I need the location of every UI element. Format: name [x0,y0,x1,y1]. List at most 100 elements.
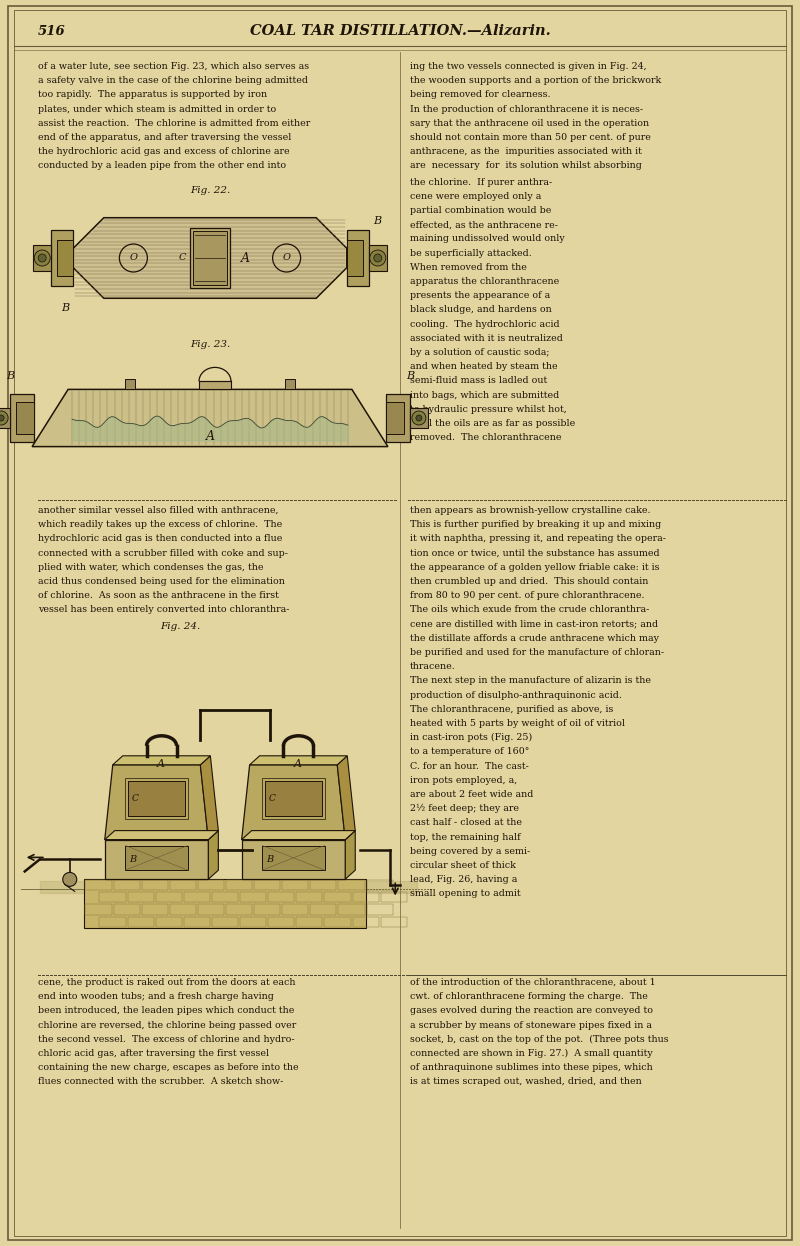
Bar [126,846,188,870]
Text: C. for an hour.  The cast-: C. for an hour. The cast- [410,761,529,770]
Text: 516: 516 [38,25,66,37]
Polygon shape [338,756,355,840]
Text: the distillate affords a crude anthracene which may: the distillate affords a crude anthracen… [410,634,659,643]
Bar [282,905,308,915]
Text: ing the two vessels connected is given in Fig. 24,: ing the two vessels connected is given i… [410,62,646,71]
Bar [262,779,325,819]
Text: gases evolved during the reaction are conveyed to: gases evolved during the reaction are co… [410,1007,653,1015]
Text: C: C [269,794,276,802]
Text: is at times scraped out, washed, dried, and then: is at times scraped out, washed, dried, … [410,1078,642,1087]
Text: B: B [6,371,14,381]
Bar [381,892,406,902]
Text: a safety valve in the case of the chlorine being admitted: a safety valve in the case of the chlori… [38,76,308,85]
Text: been introduced, the leaden pipes which conduct the: been introduced, the leaden pipes which … [38,1007,294,1015]
Polygon shape [200,756,218,840]
Circle shape [34,250,50,265]
Text: cooling.  The hydrochloric acid: cooling. The hydrochloric acid [410,320,560,329]
Text: COAL TAR DISTILLATION.—Alizarin.: COAL TAR DISTILLATION.—Alizarin. [250,24,550,37]
Text: in cast-iron pots (Fig. 25): in cast-iron pots (Fig. 25) [410,733,532,743]
Bar [99,892,126,902]
Text: the hydrochloric acid gas and excess of chlorine are: the hydrochloric acid gas and excess of … [38,147,290,156]
Text: cast half - closed at the: cast half - closed at the [410,819,522,827]
Text: then crumbled up and dried.  This should contain: then crumbled up and dried. This should … [410,577,648,586]
Bar [381,917,406,927]
Text: vessel has been entirely converted into chloranthra-: vessel has been entirely converted into … [38,606,290,614]
Bar [282,880,308,891]
Text: of anthraquinone sublimes into these pipes, which: of anthraquinone sublimes into these pip… [410,1063,653,1073]
Text: be superficially attacked.: be superficially attacked. [410,249,532,258]
Text: associated with it is neutralized: associated with it is neutralized [410,334,563,343]
Text: Fig. 22.: Fig. 22. [190,186,230,196]
Bar [99,917,126,927]
Text: end into wooden tubs; and a fresh charge having: end into wooden tubs; and a fresh charge… [38,992,274,1002]
Bar [125,379,135,390]
Bar [338,880,365,891]
Text: of chlorine.  As soon as the anthracene in the first: of chlorine. As soon as the anthracene i… [38,591,279,601]
Text: hydrochloric acid gas is then conducted into a flue: hydrochloric acid gas is then conducted … [38,535,282,543]
Text: A: A [241,252,250,264]
Bar [346,240,362,277]
Text: the chlorine.  If purer anthra-: the chlorine. If purer anthra- [410,178,552,187]
Text: small opening to admit: small opening to admit [410,890,521,898]
Text: B: B [373,216,381,226]
Text: C: C [132,794,139,802]
Text: A: A [294,759,302,769]
Text: of the introduction of the chloranthracene, about 1: of the introduction of the chloranthrace… [410,978,656,987]
Bar [212,892,238,902]
Text: Fig. 23.: Fig. 23. [190,340,230,349]
Bar [254,880,280,891]
Text: into bags, which are submitted: into bags, which are submitted [410,390,559,400]
Text: The oils which exude from the crude chloranthra-: The oils which exude from the crude chlo… [410,606,650,614]
Polygon shape [105,765,208,840]
Bar [51,231,74,287]
Bar [86,905,111,915]
Bar [268,917,294,927]
Bar [193,231,227,285]
Text: B: B [406,371,414,381]
Bar [386,402,404,434]
Text: chloric acid gas, after traversing the first vessel: chloric acid gas, after traversing the f… [38,1049,269,1058]
Circle shape [38,254,46,262]
Circle shape [0,415,4,421]
Bar [114,905,140,915]
Text: chlorine are reversed, the chlorine being passed over: chlorine are reversed, the chlorine bein… [38,1020,296,1029]
Text: being removed for clearness.: being removed for clearness. [410,91,550,100]
Bar [85,880,366,927]
Text: connected with a scrubber filled with coke and sup-: connected with a scrubber filled with co… [38,548,288,558]
Text: thracene.: thracene. [410,662,456,672]
Bar [226,905,252,915]
Bar [310,905,337,915]
Circle shape [374,254,382,262]
Bar [0,407,10,427]
Bar [353,917,378,927]
Bar [410,407,428,427]
Text: by a solution of caustic soda;: by a solution of caustic soda; [410,348,550,358]
Bar [285,379,295,390]
Bar [128,781,185,816]
Text: top, the remaining half: top, the remaining half [410,832,521,841]
Text: partial combination would be: partial combination would be [410,206,551,216]
Bar [125,779,188,819]
Text: assist the reaction.  The chlorine is admitted from either: assist the reaction. The chlorine is adm… [38,118,310,128]
Text: the appearance of a golden yellow friable cake: it is: the appearance of a golden yellow friabl… [410,563,659,572]
Text: semi-fluid mass is ladled out: semi-fluid mass is ladled out [410,376,547,385]
Bar [170,905,196,915]
Bar [142,905,168,915]
Text: the wooden supports and a portion of the brickwork: the wooden supports and a portion of the… [410,76,662,85]
Text: sary that the anthracene oil used in the operation: sary that the anthracene oil used in the… [410,118,649,128]
Bar [386,394,410,442]
Bar [170,880,196,891]
Bar [325,892,350,902]
Circle shape [370,250,386,265]
Text: A: A [157,759,165,769]
Bar [16,402,34,434]
Circle shape [416,415,422,421]
Polygon shape [250,756,347,765]
Bar [338,905,365,915]
Text: cene, the product is raked out from the doors at each: cene, the product is raked out from the … [38,978,295,987]
Text: cene were employed only a: cene were employed only a [410,192,542,201]
Text: circular sheet of thick: circular sheet of thick [410,861,516,870]
Text: heated with 5 parts by weight of oil of vitriol: heated with 5 parts by weight of oil of … [410,719,625,728]
Bar [114,880,140,891]
Bar [86,880,111,891]
